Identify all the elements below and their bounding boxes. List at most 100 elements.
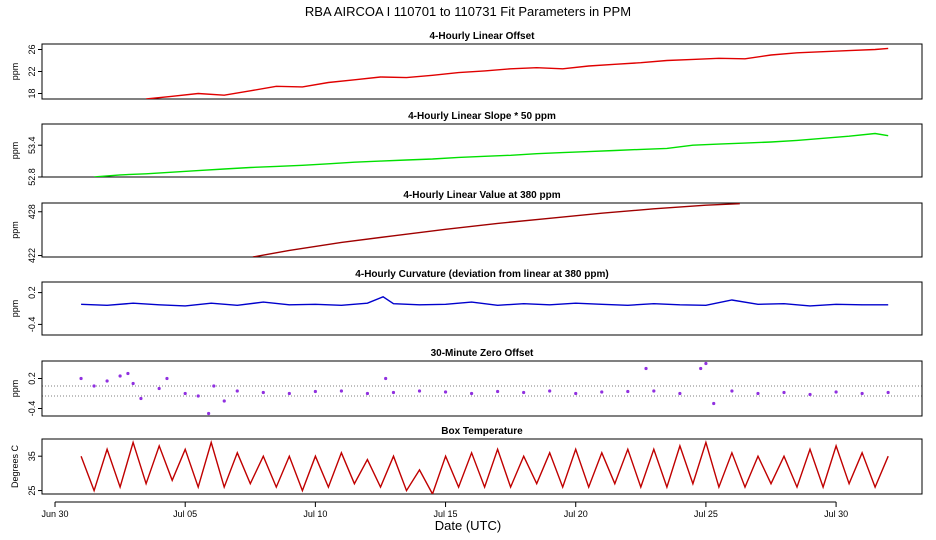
y-axis-label: ppm <box>10 221 20 239</box>
data-point <box>417 389 422 393</box>
data-point <box>105 379 109 383</box>
data-point <box>339 389 344 393</box>
x-tick-label: Jun 30 <box>42 509 69 519</box>
data-point <box>183 391 187 396</box>
series-line <box>81 296 889 307</box>
data-point <box>712 401 716 406</box>
panel-title: 4-Hourly Curvature (deviation from linea… <box>355 269 608 280</box>
panel-5: 30-Minute Zero Offset ppm -0.4 0.2 <box>10 348 923 417</box>
y-tick-label: 26 <box>27 44 37 54</box>
x-tick-label: Jul 15 <box>434 509 458 519</box>
data-point <box>384 376 388 381</box>
data-point <box>704 361 708 366</box>
y-tick-label: -0.4 <box>27 401 37 417</box>
series-line <box>80 439 889 494</box>
data-point <box>261 390 265 395</box>
y-tick-label: 35 <box>27 451 37 461</box>
data-point <box>496 389 500 394</box>
y-tick-label: 422 <box>27 248 37 263</box>
y-tick-label: 53.4 <box>27 136 37 154</box>
x-tick-label: Jul 25 <box>694 509 718 519</box>
data-point <box>365 391 370 396</box>
y-tick-label: 22 <box>27 66 37 76</box>
data-point <box>730 389 734 393</box>
data-point <box>626 389 630 394</box>
data-point <box>678 391 682 396</box>
series-curvature <box>81 296 889 307</box>
panel-title: 4-Hourly Linear Offset <box>429 31 535 42</box>
y-axis-label: ppm <box>10 300 20 318</box>
data-point <box>126 371 130 376</box>
data-point <box>287 391 291 396</box>
panel-frame <box>41 123 923 178</box>
data-point <box>756 391 760 396</box>
data-point <box>443 390 448 394</box>
figure-title: RBA AIRCOA I 110701 to 110731 Fit Parame… <box>305 4 631 19</box>
data-point <box>222 399 226 403</box>
panel-3: 4-Hourly Linear Value at 380 ppm ppm 422 42… <box>10 190 923 263</box>
data-point <box>207 411 211 416</box>
panel-2: 4-Hourly Linear Slope * 50 ppm ppm 52.8 53.… <box>10 111 923 186</box>
panel-title: 4-Hourly Linear Slope * 50 ppm <box>408 111 556 122</box>
series-line <box>252 203 740 257</box>
data-point <box>834 390 838 394</box>
panel-frame <box>41 438 923 495</box>
series-value380 <box>252 203 740 257</box>
x-tick-label: Jul 20 <box>564 509 588 519</box>
data-point <box>235 389 239 393</box>
data-point <box>782 390 786 395</box>
data-point <box>886 390 890 395</box>
panel-frame <box>41 281 923 336</box>
panel-4: 4-Hourly Curvature (deviation from linea… <box>10 269 923 336</box>
data-point <box>644 366 648 371</box>
x-tick-label: Jul 05 <box>173 509 197 519</box>
y-axis-label: ppm <box>10 142 20 160</box>
data-point <box>391 390 396 395</box>
panel-1: 4-Hourly Linear Offset ppm 18 22 26 <box>10 31 923 100</box>
panel-frame <box>41 360 923 417</box>
y-tick-label: 428 <box>27 204 37 219</box>
data-point <box>212 384 216 388</box>
data-point <box>808 392 812 397</box>
y-tick-label: 0.2 <box>27 286 37 299</box>
data-point <box>131 381 135 386</box>
y-tick-label: 18 <box>27 88 37 98</box>
panel-title: Box Temperature <box>441 426 523 437</box>
data-point <box>600 390 604 394</box>
data-point <box>118 374 122 378</box>
y-tick-label: -0.4 <box>27 317 37 333</box>
data-point <box>652 389 656 393</box>
data-point <box>699 366 703 371</box>
y-axis-label: Degrees C <box>10 444 20 488</box>
panel-title: 4-Hourly Linear Value at 380 ppm <box>403 190 560 201</box>
data-point <box>548 389 552 393</box>
data-point <box>522 390 526 395</box>
data-point <box>574 391 578 396</box>
series-offset <box>146 47 889 99</box>
panel-frame <box>41 202 923 258</box>
data-point <box>92 384 96 388</box>
data-point <box>165 376 169 381</box>
y-tick-label: 52.8 <box>27 168 37 186</box>
data-point <box>469 391 474 396</box>
x-axis: Jun 30 Jul 05 Jul 10 Jul 15 Jul 20 Jul 25 Jul … <box>42 501 848 519</box>
data-point <box>313 389 317 394</box>
y-tick-label: 0.2 <box>27 372 37 385</box>
series-box_temperature <box>80 439 889 494</box>
y-axis-label: ppm <box>10 380 20 398</box>
panel-6: Box Temperature Degrees C 25 35 <box>10 426 923 496</box>
data-point <box>157 386 161 391</box>
panels: 4-Hourly Linear Offset ppm 18 22 26 4-Hourly … <box>10 31 923 496</box>
data-point <box>860 391 864 396</box>
series-slope <box>94 132 889 177</box>
data-point <box>79 376 83 381</box>
data-point <box>139 396 143 401</box>
series-zero_offset <box>79 361 890 416</box>
x-tick-label: Jul 30 <box>824 509 848 519</box>
series-line <box>146 47 889 99</box>
y-tick-label: 25 <box>27 486 37 496</box>
x-axis-label: Date (UTC) <box>435 518 501 533</box>
x-tick-label: Jul 10 <box>303 509 327 519</box>
data-point <box>196 394 200 398</box>
